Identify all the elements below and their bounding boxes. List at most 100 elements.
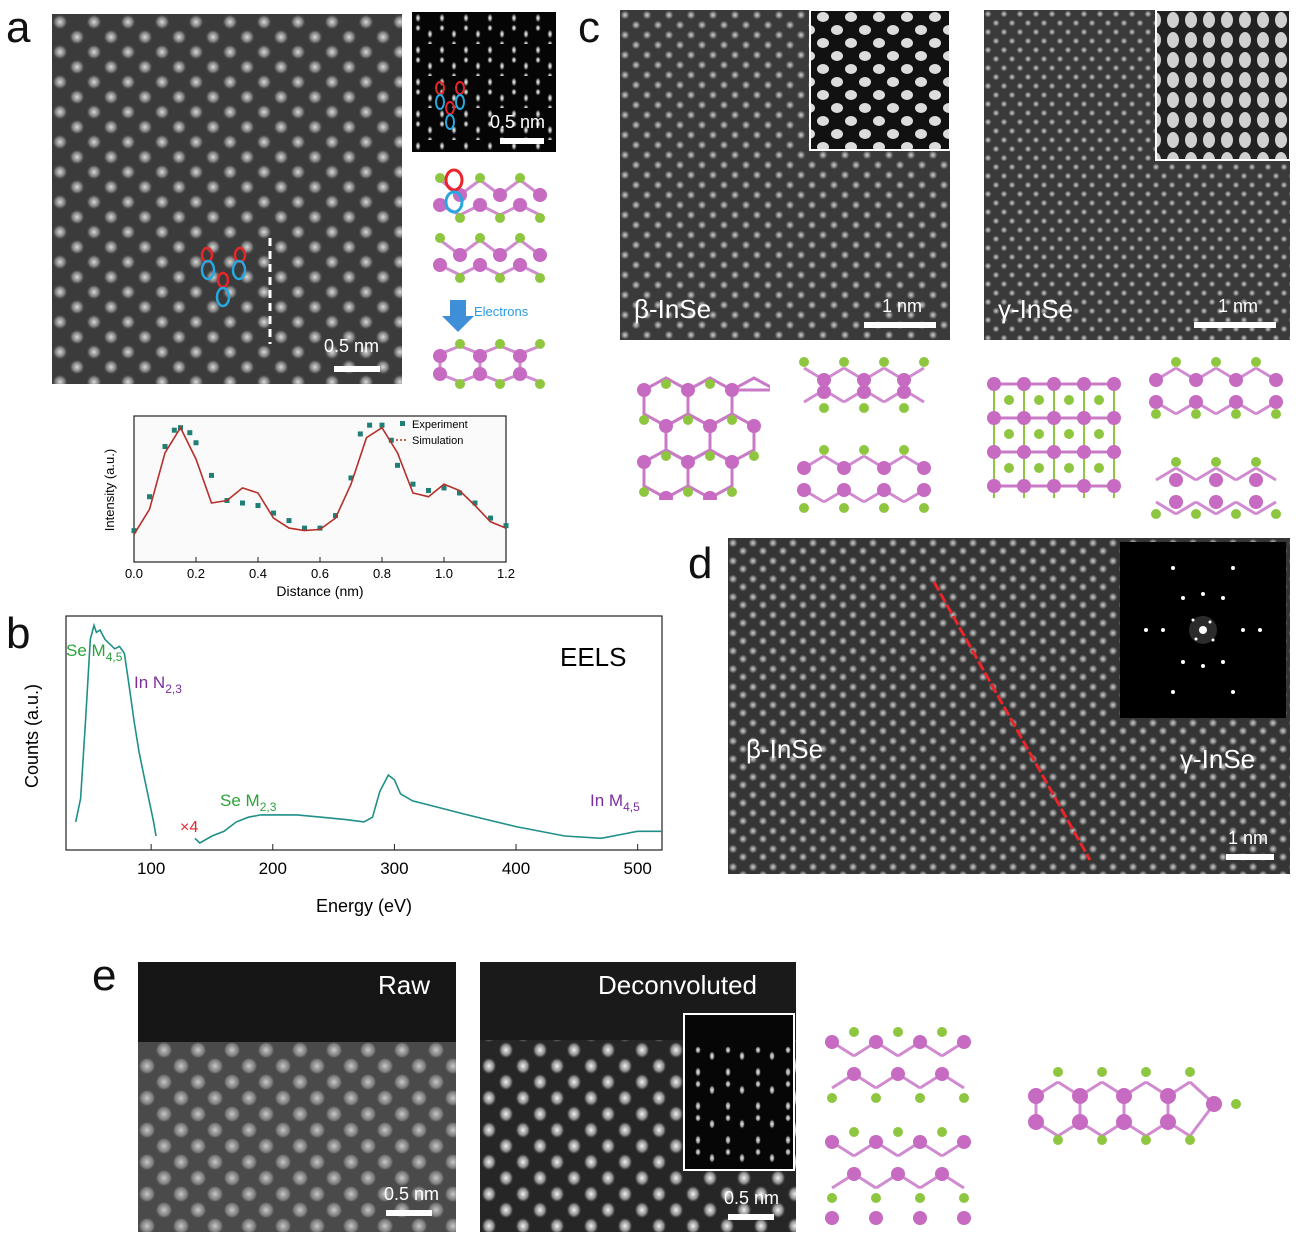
haadf-lattice-raw bbox=[138, 962, 456, 1232]
x-tick-label: 0.8 bbox=[373, 566, 391, 581]
legend-experiment: Experiment bbox=[412, 419, 468, 431]
panel-letter-c: c bbox=[578, 3, 600, 52]
crystal-structure-a bbox=[433, 168, 547, 283]
haadf-image-deconvoluted: Deconvoluted 0.5 nm bbox=[480, 962, 796, 1232]
label-in-m45: In M4,5 bbox=[590, 791, 640, 814]
haadf-lattice-deconvoluted bbox=[480, 962, 796, 1232]
label-deconvoluted: Deconvoluted bbox=[598, 970, 757, 1000]
structure-model-e-bulk bbox=[825, 1027, 971, 1225]
experiment-point bbox=[348, 475, 354, 481]
panel-letter-e: e bbox=[92, 951, 117, 1000]
gamma-side-view-structure bbox=[1149, 357, 1283, 519]
experiment-point bbox=[286, 518, 292, 524]
scale-bar-deconvoluted bbox=[728, 1214, 774, 1220]
simulation-line bbox=[133, 426, 507, 535]
experiment-point bbox=[171, 427, 177, 433]
panel-letter-d: d bbox=[688, 539, 713, 588]
haadf-image-raw: Raw 0.5 nm bbox=[138, 962, 456, 1232]
label-gamma-insse-c: γ-InSe bbox=[998, 294, 1074, 324]
scale-label-raw: 0.5 nm bbox=[384, 1184, 440, 1204]
multiplier-label: ×4 bbox=[180, 819, 198, 836]
beta-side-view-structure bbox=[797, 357, 931, 513]
plot-a-xlabel: Distance (nm) bbox=[276, 583, 363, 599]
haadf-image-a: 0.5 nm bbox=[52, 14, 402, 384]
scale-bar-raw bbox=[386, 1210, 432, 1216]
plot-b-xlabel: Energy (eV) bbox=[316, 896, 412, 916]
experiment-point bbox=[410, 481, 416, 487]
x-tick-label: 300 bbox=[380, 859, 408, 878]
experiment-point bbox=[488, 515, 493, 521]
plot-b-ylabel: Counts (a.u.) bbox=[22, 684, 42, 788]
experiment-point bbox=[193, 440, 199, 446]
scale-label-d: 1 nm bbox=[1228, 828, 1269, 848]
experiment-point bbox=[395, 462, 400, 468]
experiment-point bbox=[240, 500, 245, 506]
experiment-point bbox=[162, 444, 168, 450]
simulated-lattice-a bbox=[412, 12, 556, 152]
haadf-image-interface: β-InSe γ-InSe 1 nm bbox=[728, 538, 1290, 874]
label-in-n23: In N2,3 bbox=[134, 673, 182, 696]
haadf-lattice-a bbox=[52, 14, 402, 384]
scale-label-deconvoluted: 0.5 nm bbox=[724, 1188, 780, 1208]
experiment-point bbox=[333, 513, 338, 519]
x-tick-label: 0.6 bbox=[311, 566, 329, 581]
x-tick-label: 0.0 bbox=[125, 566, 143, 581]
experiment-point bbox=[255, 503, 261, 509]
experiment-point bbox=[131, 528, 137, 534]
fft-spots bbox=[1144, 566, 1262, 694]
x-tick-label: 0.4 bbox=[249, 566, 267, 581]
scale-bar-beta bbox=[864, 322, 936, 328]
beta-top-view-structure bbox=[637, 376, 770, 500]
panel-letter-b: b bbox=[6, 609, 31, 658]
panel-letter-a: a bbox=[6, 3, 31, 52]
experiment-point bbox=[426, 487, 431, 493]
eels-chart: 100 200 300 400 500 Energy (eV) Counts (a.u.… bbox=[22, 615, 663, 916]
legend-marker-experiment bbox=[400, 421, 405, 426]
x-tick-label: 100 bbox=[137, 859, 165, 878]
label-beta-insse-c: β-InSe bbox=[634, 294, 712, 324]
scale-label-a-inset: 0.5 nm bbox=[490, 112, 546, 132]
scale-label-beta: 1 nm bbox=[882, 296, 923, 316]
experiment-point bbox=[209, 472, 214, 478]
scale-label-a: 0.5 nm bbox=[324, 336, 380, 356]
experiment-point bbox=[271, 510, 276, 516]
scale-label-gamma: 1 nm bbox=[1218, 296, 1259, 316]
x-tick-label: 500 bbox=[623, 859, 651, 878]
plot-b-frame bbox=[65, 615, 663, 851]
experiment-point bbox=[457, 490, 462, 496]
experiment-point bbox=[441, 485, 447, 491]
haadf-lattice-beta bbox=[620, 10, 950, 340]
intensity-profile-chart: 0.0 0.2 0.4 0.6 0.8 1.0 1.2 Distance (nm) Inte… bbox=[102, 415, 515, 599]
x-tick-label: 200 bbox=[259, 859, 287, 878]
scale-bar-a bbox=[334, 366, 380, 372]
label-se-m23: Se M2,3 bbox=[220, 791, 277, 814]
experiment-point bbox=[357, 431, 363, 437]
experiment-point bbox=[503, 523, 509, 529]
electron-arrow-icon bbox=[442, 300, 474, 332]
plot-b-title: EELS bbox=[560, 642, 627, 672]
experiment-point bbox=[379, 422, 385, 428]
experiment-point bbox=[317, 525, 323, 531]
crystal-structure-a-monolayer bbox=[433, 339, 545, 389]
x-tick-label: 0.2 bbox=[187, 566, 205, 581]
label-gamma-insse-d: γ-InSe bbox=[1180, 744, 1256, 774]
experiment-point bbox=[147, 494, 152, 500]
scale-bar-a-inset bbox=[500, 138, 544, 144]
x-tick-label: 400 bbox=[502, 859, 530, 878]
haadf-lattice-interface bbox=[728, 538, 1290, 874]
haadf-image-beta: β-InSe 1 nm bbox=[620, 10, 950, 340]
structure-model-e-monolayer bbox=[1028, 1067, 1241, 1145]
scale-bar-gamma bbox=[1194, 322, 1276, 328]
legend-simulation: Simulation bbox=[412, 435, 463, 447]
eels-series-1 bbox=[194, 773, 662, 844]
x-tick-label: 1.2 bbox=[497, 566, 515, 581]
experiment-point bbox=[187, 430, 193, 436]
electrons-label: Electrons bbox=[474, 304, 529, 319]
label-raw: Raw bbox=[378, 970, 431, 1000]
x-tick-label: 1.0 bbox=[435, 566, 453, 581]
plot-a-ylabel: Intensity (a.u.) bbox=[102, 449, 117, 531]
simulated-image-a: 0.5 nm bbox=[412, 12, 556, 152]
experiment-point bbox=[367, 422, 373, 428]
experiment-point bbox=[472, 500, 478, 506]
experiment-point bbox=[388, 437, 394, 443]
